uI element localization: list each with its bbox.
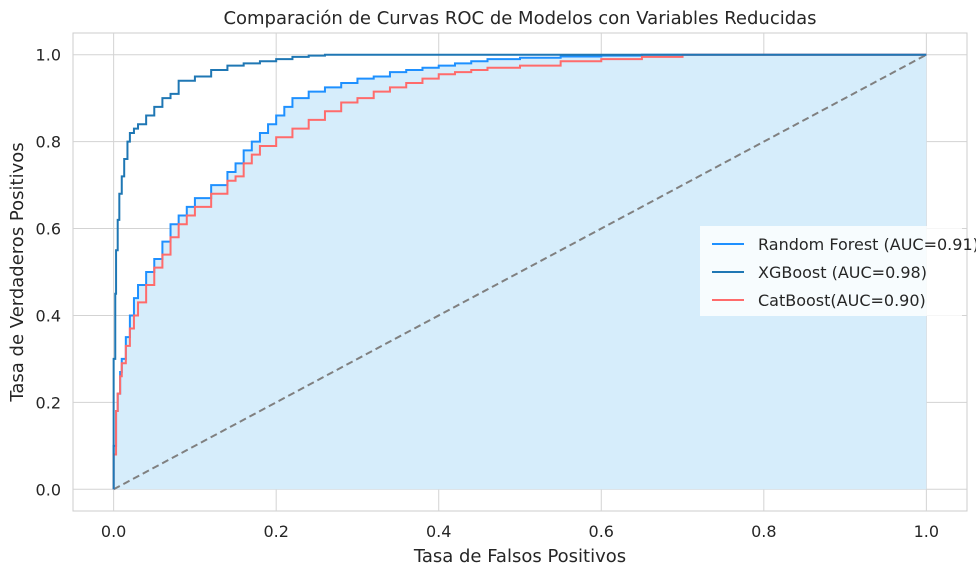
- y-tick-label: 1.0: [36, 46, 61, 65]
- x-tick-labels: 0.0 0.2 0.4 0.6 0.8 1.0: [101, 522, 939, 541]
- fill-layer: [113, 54, 927, 490]
- x-tick-label: 1.0: [914, 522, 939, 541]
- x-tick-label: 0.8: [751, 522, 776, 541]
- y-tick-label: 0.0: [36, 480, 61, 499]
- x-axis-label: Tasa de Falsos Positivos: [413, 546, 626, 567]
- series-line: [112, 53, 927, 490]
- x-tick-label: 0.4: [426, 522, 451, 541]
- chart-title: Comparación de Curvas ROC de Modelos con…: [223, 8, 816, 29]
- series-line: [112, 53, 927, 490]
- legend-label: XGBoost (AUC=0.98): [758, 263, 927, 282]
- x-tick-label: 0.2: [263, 522, 288, 541]
- y-tick-label: 0.4: [36, 306, 61, 325]
- legend-label: Random Forest (AUC=0.91): [758, 235, 976, 254]
- y-axis-label: Tasa de Verdaderos Positivos: [7, 142, 28, 402]
- series-line: [112, 53, 927, 490]
- x-tick-label: 0.6: [589, 522, 614, 541]
- series-layer: [112, 53, 927, 491]
- legend: Random Forest (AUC=0.91) XGBoost (AUC=0.9…: [700, 226, 976, 316]
- legend-label: CatBoost(AUC=0.90): [758, 291, 926, 310]
- y-tick-label: 0.8: [36, 133, 61, 152]
- y-tick-label: 0.6: [36, 220, 61, 239]
- x-tick-label: 0.0: [101, 522, 126, 541]
- y-tick-label: 0.2: [36, 393, 61, 412]
- y-tick-labels: 0.0 0.2 0.4 0.6 0.8 1.0: [36, 46, 61, 500]
- area-fill: [113, 54, 927, 490]
